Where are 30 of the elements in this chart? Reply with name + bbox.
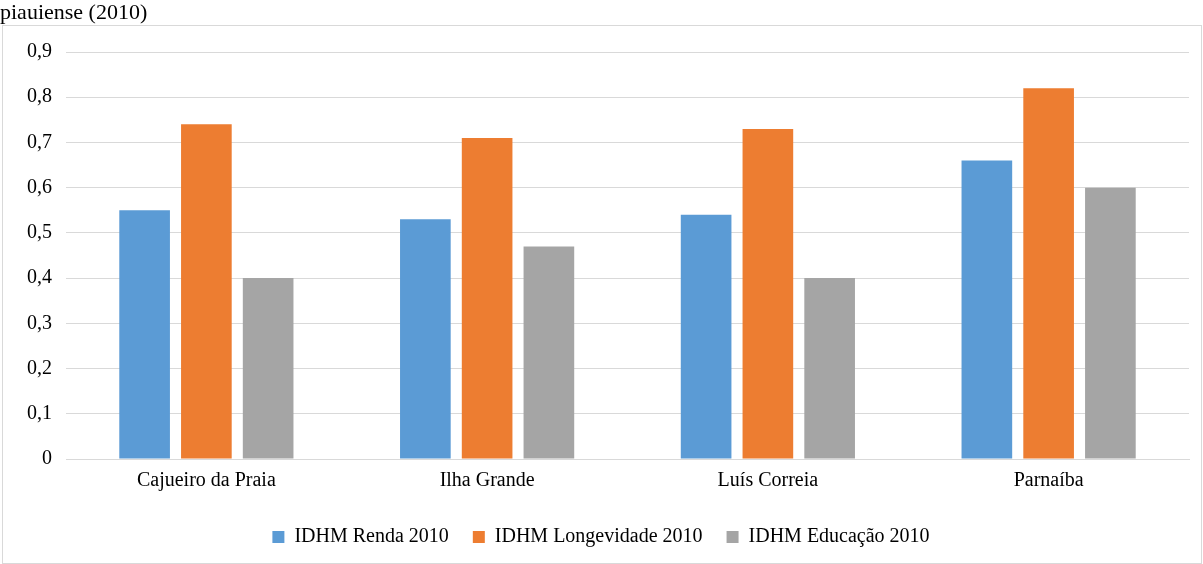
y-tick-label: 0,9 — [27, 39, 52, 62]
y-tick-label: 0,6 — [27, 174, 52, 197]
x-tick-label: Cajueiro da Praia — [136, 468, 276, 492]
y-tick-label: 0,7 — [27, 129, 52, 152]
bar — [804, 278, 855, 459]
legend-label: IDHM Renda 2010 — [294, 524, 449, 547]
bar — [119, 210, 170, 459]
bar — [1085, 187, 1136, 459]
y-tick-label: 0 — [42, 446, 52, 469]
bar — [961, 160, 1013, 459]
y-tick-label: 0,8 — [27, 84, 52, 107]
chart-title: piauiense (2010) — [0, 0, 148, 24]
x-tick-label: Parnaíba — [1013, 468, 1084, 491]
x-tick-label: Luís Correia — [717, 468, 819, 491]
bar — [181, 124, 232, 459]
bar — [680, 214, 732, 459]
y-tick-label: 0,2 — [27, 355, 52, 378]
legend-label: IDHM Longevidade 2010 — [494, 524, 703, 548]
bar — [1023, 88, 1074, 459]
y-tick-label: 0,4 — [27, 265, 52, 288]
legend-label: IDHM Educação 2010 — [748, 524, 930, 548]
bar — [242, 278, 294, 459]
y-tick-label: 0,5 — [27, 220, 52, 243]
bar — [400, 219, 451, 459]
bar — [523, 246, 575, 459]
y-tick-label: 0,1 — [27, 401, 52, 424]
x-tick-label: Ilha Grande — [439, 468, 535, 491]
bar — [461, 137, 513, 459]
bar — [742, 128, 794, 459]
y-tick-label: 0,3 — [27, 310, 52, 333]
